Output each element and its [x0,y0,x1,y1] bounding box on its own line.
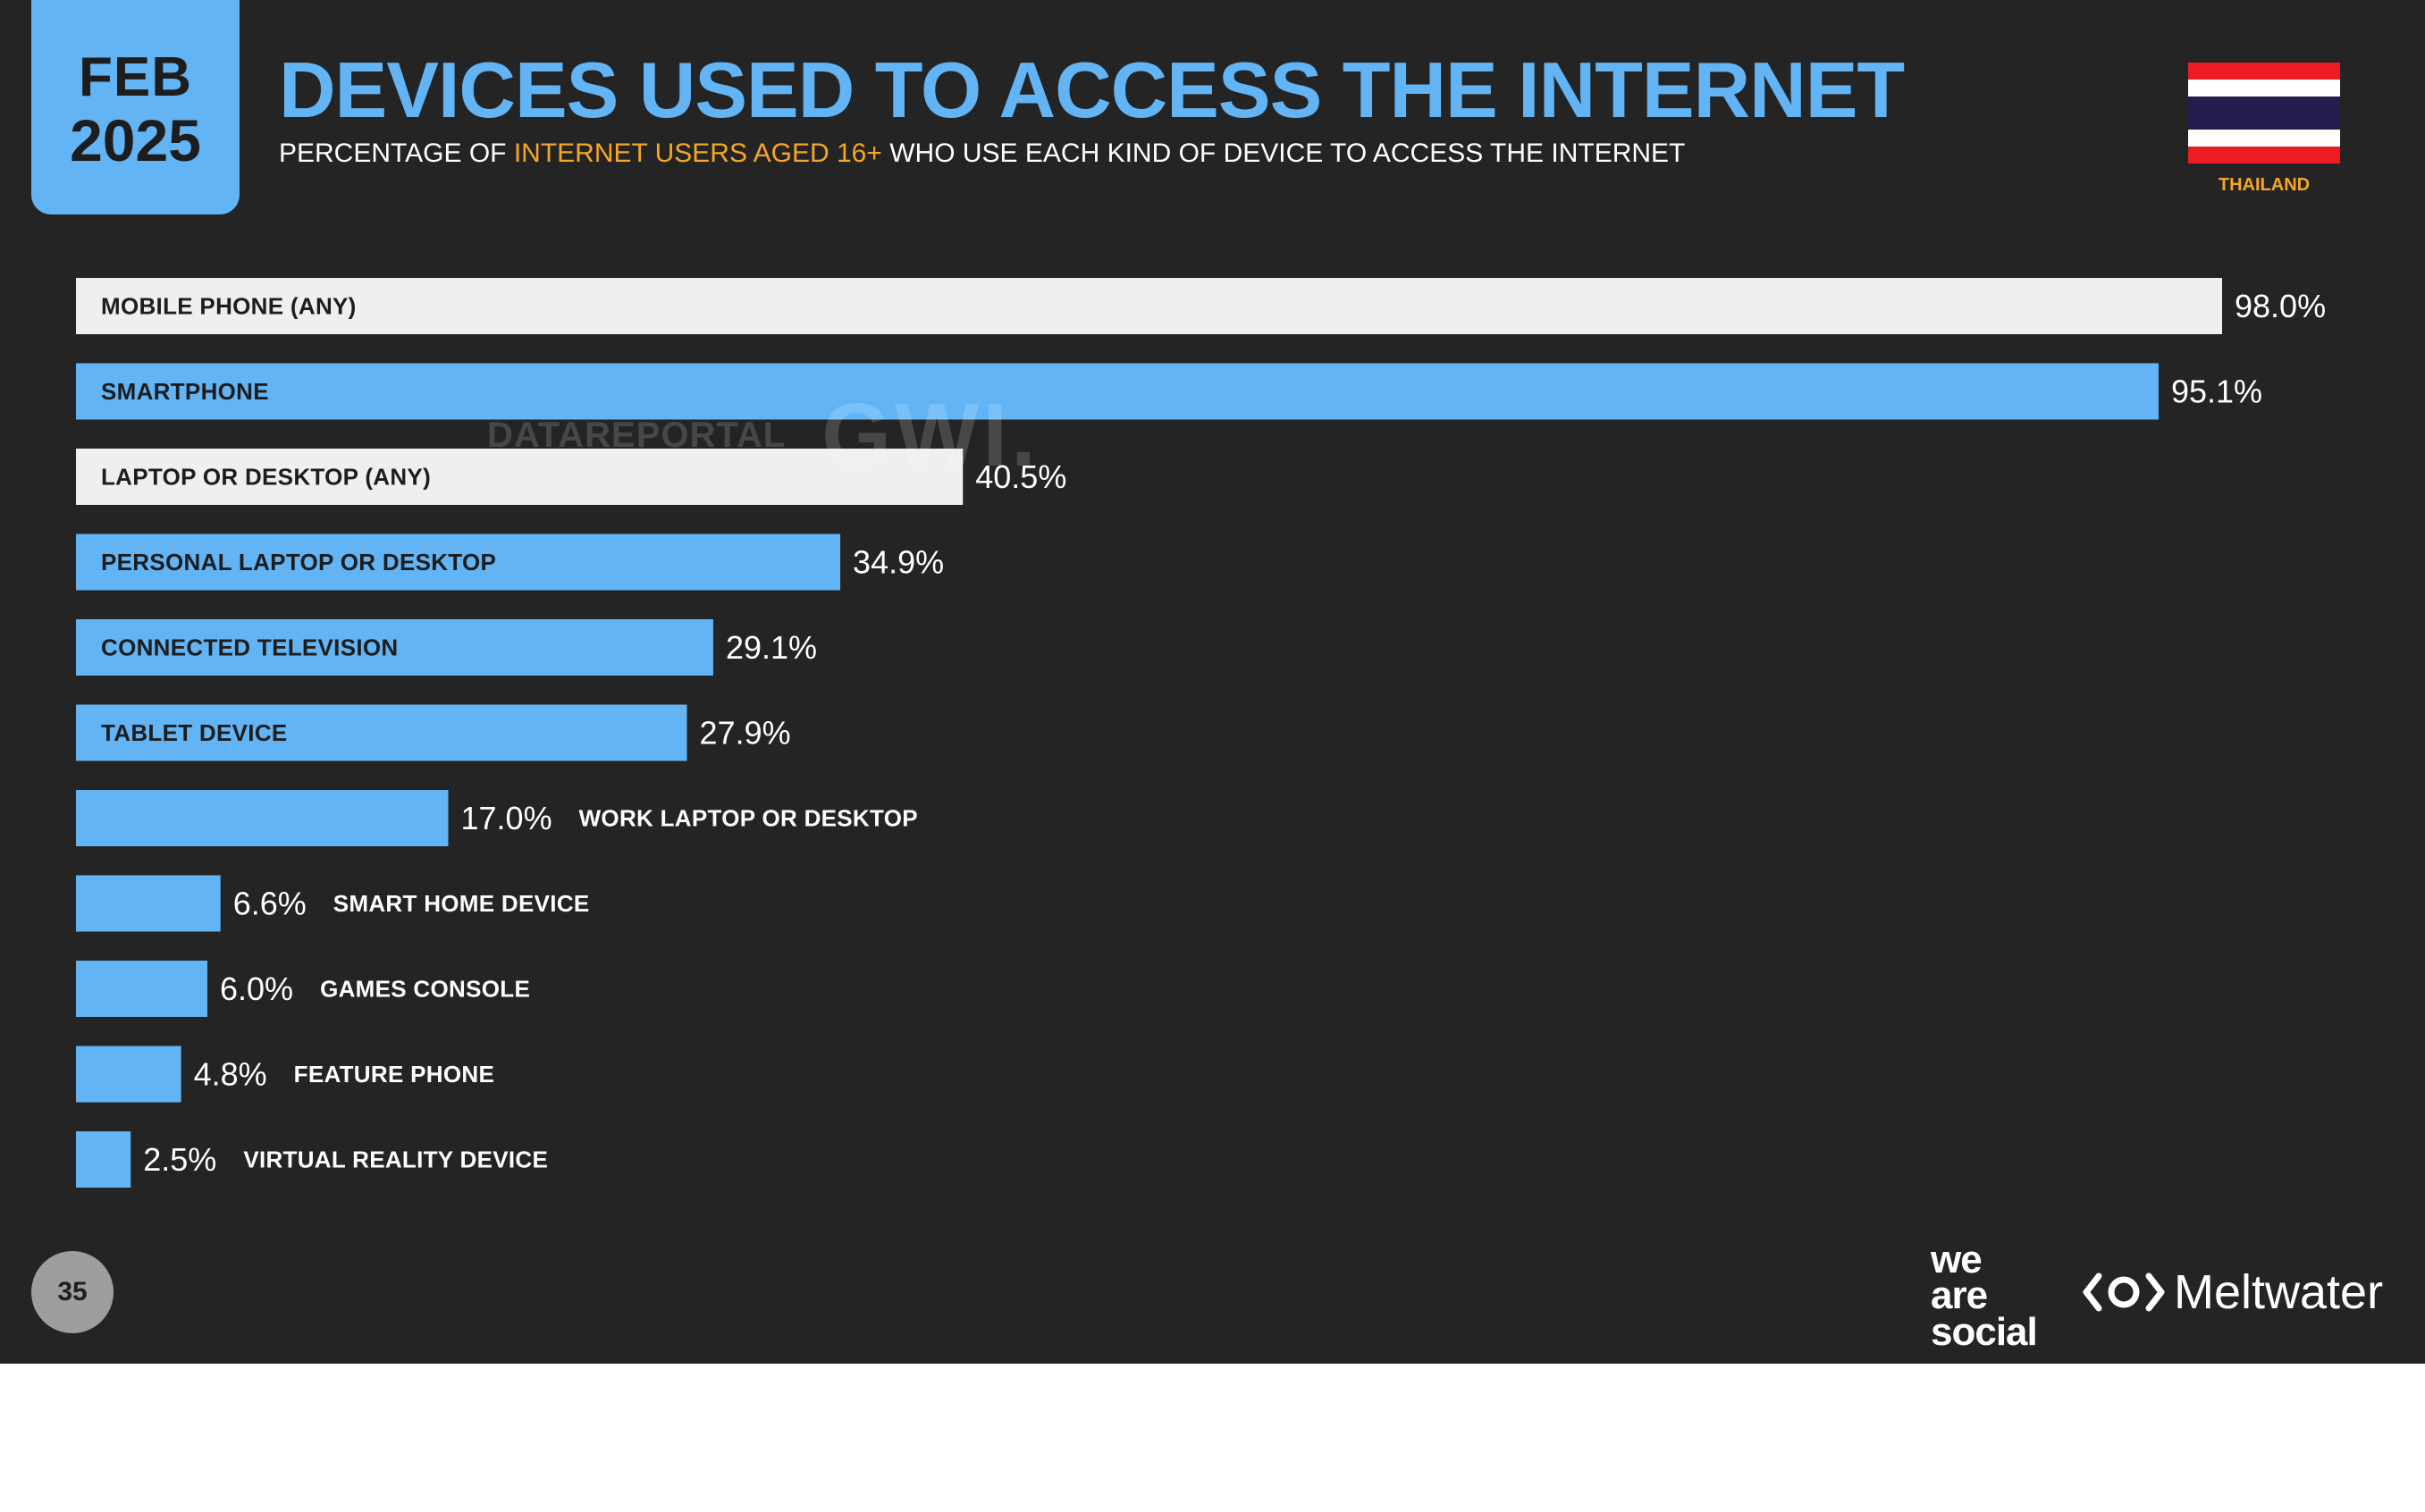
we-are-social-line-3: social [1931,1309,2038,1354]
category-label-6: WORK LAPTOP OR DESKTOP [579,805,918,832]
value-label-2: 40.5% [975,458,1066,495]
bar-2 [76,449,964,505]
category-label-4: CONNECTED TELEVISION [101,634,398,661]
category-label-5: TABLET DEVICE [101,719,288,746]
page-title: DEVICES USED TO ACCESS THE INTERNET [279,46,1905,134]
value-label-6: 17.0% [461,800,552,836]
we-are-social-line-1: we [1931,1238,1983,1281]
meltwater-logo: Meltwater [2083,1264,2383,1320]
we-are-social-logo: we are social [1931,1238,2038,1354]
date-month: FEB [79,46,192,108]
we-are-social-line-2: are [1931,1273,1988,1318]
watermark-gwi: GWI. [821,385,1040,485]
bar-4 [76,619,713,676]
page-number: 35 [31,1251,114,1333]
subtitle-highlight: INTERNET USERS AGED 16+ [513,139,882,168]
value-label-1: 95.1% [2171,374,2262,410]
meltwater-mark-icon [2083,1273,2165,1312]
thailand-flag-icon [2188,63,2340,164]
subtitle-post: WHO USE EACH KIND OF DEVICE TO ACCESS TH… [881,139,1686,168]
slide: FEB 2025 DEVICES USED TO ACCESS THE INTE… [0,0,2425,1364]
value-label-0: 98.0% [2235,288,2326,324]
category-label-9: FEATURE PHONE [294,1061,494,1088]
category-label-7: SMART HOME DEVICE [333,890,590,917]
bar-0 [76,278,2222,334]
bar-1 [76,363,2159,420]
bar-8 [76,961,207,1017]
watermark-datareportal: DATAREPORTAL [487,416,787,455]
bar-3 [76,533,841,591]
value-label-9: 4.8% [194,1056,267,1093]
category-label-1: SMARTPHONE [101,378,269,405]
value-label-5: 27.9% [700,715,791,752]
page-subtitle: PERCENTAGE OF INTERNET USERS AGED 16+ WH… [279,139,1685,169]
meltwater-wordmark: Meltwater [2174,1265,2384,1319]
category-label-10: VIRTUAL REALITY DEVICE [243,1147,548,1173]
category-label-0: MOBILE PHONE (ANY) [101,293,357,320]
bar-7 [76,875,221,932]
bar-5 [76,704,687,761]
category-label-2: LAPTOP OR DESKTOP (ANY) [101,464,431,491]
category-label-8: GAMES CONSOLE [320,976,530,1003]
value-label-7: 6.6% [233,886,307,922]
value-label-4: 29.1% [726,629,817,666]
bar-9 [76,1046,181,1103]
date-year: 2025 [70,107,201,173]
country-label: THAILAND [2218,175,2311,195]
value-label-10: 2.5% [143,1141,216,1178]
bar-6 [76,790,449,846]
watermark: DATAREPORTAL GWI. [487,384,1040,487]
bar-10 [76,1131,131,1188]
date-badge: FEB 2025 [31,0,240,214]
subtitle-pre: PERCENTAGE OF [279,139,514,168]
value-label-8: 6.0% [220,970,293,1007]
bar-chart: MOBILE PHONE (ANY) 98.0% SMARTPHONE 95.1% LA… [76,278,2326,1188]
category-label-3: PERSONAL LAPTOP OR DESKTOP [101,549,496,575]
value-label-3: 34.9% [853,544,944,581]
